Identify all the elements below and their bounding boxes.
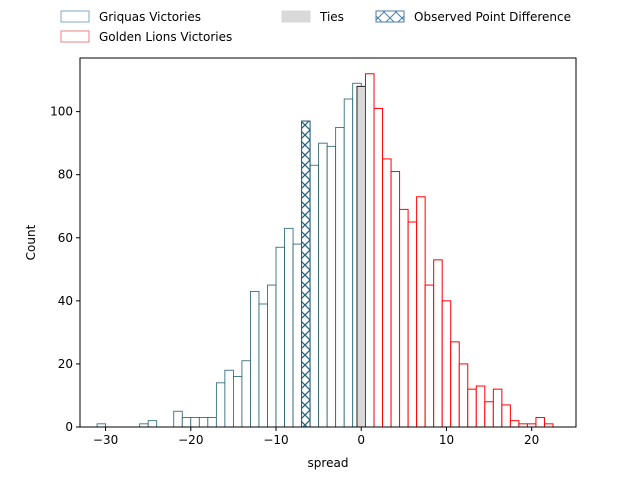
bar — [509, 420, 520, 428]
bar — [475, 385, 486, 428]
legend-item-ties: Ties — [281, 10, 344, 24]
y-tick-label: 20 — [58, 357, 73, 371]
legend-item-observed: Observed Point Difference — [375, 10, 571, 24]
bar — [250, 290, 260, 428]
observed-bar — [301, 120, 311, 428]
bar — [147, 420, 158, 428]
legend-label: Golden Lions Victories — [99, 30, 232, 44]
bar — [399, 208, 409, 428]
y-tick-label: 40 — [58, 294, 73, 308]
bar — [215, 382, 226, 428]
bar — [207, 417, 217, 428]
bar — [492, 388, 503, 428]
bar — [258, 303, 268, 428]
bar — [424, 284, 435, 428]
histogram-bars — [96, 73, 554, 428]
legend-item-lions: Golden Lions Victories — [60, 30, 232, 44]
legend-label: Observed Point Difference — [414, 10, 571, 24]
bar — [181, 417, 192, 428]
bar — [407, 221, 418, 428]
x-axis-label: spread — [308, 456, 349, 470]
bar — [501, 404, 511, 428]
legend-swatch — [281, 10, 311, 23]
bar — [450, 341, 460, 428]
bar — [267, 284, 277, 428]
bar — [284, 227, 294, 428]
observed-point-difference-marker — [301, 120, 311, 428]
legend-swatch — [60, 30, 90, 43]
bar — [190, 417, 200, 428]
x-axis: −30 −20 −10 0 10 20 — [93, 427, 539, 447]
x-tick-label: 0 — [357, 433, 365, 447]
legend: Griquas Victories Golden Lions Victories T… — [60, 10, 571, 44]
bar — [275, 246, 285, 428]
x-tick-label: −20 — [178, 433, 203, 447]
legend-swatch — [60, 10, 90, 23]
bar — [292, 243, 302, 428]
bar — [343, 98, 354, 428]
bar — [326, 145, 337, 428]
x-tick-label: 20 — [524, 433, 539, 447]
bar — [233, 376, 243, 428]
bar — [441, 300, 452, 428]
bar — [198, 417, 209, 428]
y-axis: 0 20 40 60 80 100 — [50, 105, 80, 434]
bar — [318, 142, 328, 428]
y-tick-label: 80 — [58, 168, 73, 182]
bar — [535, 417, 545, 428]
x-tick-label: −30 — [93, 433, 118, 447]
x-tick-label: −10 — [263, 433, 288, 447]
bar — [173, 410, 183, 428]
bar — [484, 401, 494, 428]
bar — [309, 164, 320, 428]
bar — [416, 196, 426, 428]
bar — [356, 85, 366, 428]
bar — [373, 107, 384, 428]
bar — [458, 363, 469, 428]
legend-item-griquas: Griquas Victories — [60, 10, 201, 24]
plot-frame — [79, 57, 577, 428]
bar — [335, 126, 345, 428]
legend-label: Ties — [319, 10, 344, 24]
bar — [364, 73, 375, 428]
bar — [433, 259, 443, 428]
bar — [224, 369, 234, 428]
y-tick-label: 0 — [65, 420, 73, 434]
legend-label: Griquas Victories — [99, 10, 201, 24]
y-tick-label: 60 — [58, 231, 73, 245]
x-tick-label: 10 — [439, 433, 454, 447]
y-tick-label: 100 — [50, 105, 73, 119]
bar — [382, 158, 392, 428]
y-axis-label: Count — [24, 224, 38, 260]
bar — [467, 388, 477, 428]
legend-swatch — [375, 10, 405, 23]
bar — [390, 171, 401, 428]
bar — [241, 360, 251, 428]
